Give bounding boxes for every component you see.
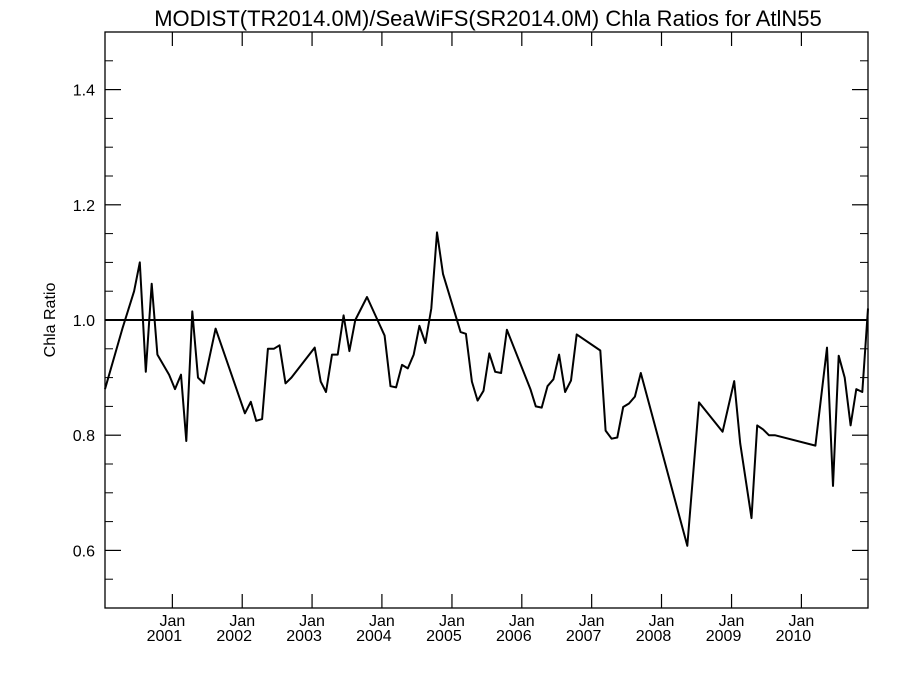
x-tick-label-month: Jan [439,613,465,630]
x-tick-label-month: Jan [369,613,395,630]
x-tick-label-year: 2010 [776,628,812,645]
y-tick-label: 1.4 [73,83,95,100]
x-tick-label-year: 2004 [356,628,392,645]
chart-title: MODIST(TR2014.0M)/SeaWiFS(SR2014.0M) Chl… [154,6,822,31]
x-tick-label-year: 2008 [636,628,672,645]
x-tick-label-year: 2006 [496,628,532,645]
y-tick-label: 1.0 [73,313,95,330]
x-tick-label-year: 2007 [566,628,602,645]
x-tick-label-year: 2003 [286,628,322,645]
series-group [104,231,869,547]
x-tick-label-year: 2002 [216,628,252,645]
x-tick-label-month: Jan [789,613,815,630]
series-line [104,231,869,547]
x-tick-label-month: Jan [509,613,535,630]
x-tick-label-year: 2001 [147,628,183,645]
x-tick-label-month: Jan [649,613,675,630]
x-tick-label-month: Jan [229,613,255,630]
x-tick-label-year: 2005 [426,628,462,645]
x-tick-label-month: Jan [579,613,605,630]
y-axis: 0.6 0.8 1.0 1.2 1.4 [73,31,868,609]
x-tick-label-month: Jan [159,613,185,630]
y-tick-label: 0.8 [73,428,95,445]
x-tick-label-month: Jan [299,613,325,630]
y-tick-label: 0.6 [73,543,95,560]
x-axis: Jan2001Jan2002Jan2003Jan2004Jan2005Jan20… [147,32,815,645]
y-axis-label: Chla Ratio [42,283,59,358]
x-tick-label-year: 2009 [706,628,742,645]
x-tick-label-month: Jan [719,613,745,630]
y-tick-label: 1.2 [73,198,95,215]
